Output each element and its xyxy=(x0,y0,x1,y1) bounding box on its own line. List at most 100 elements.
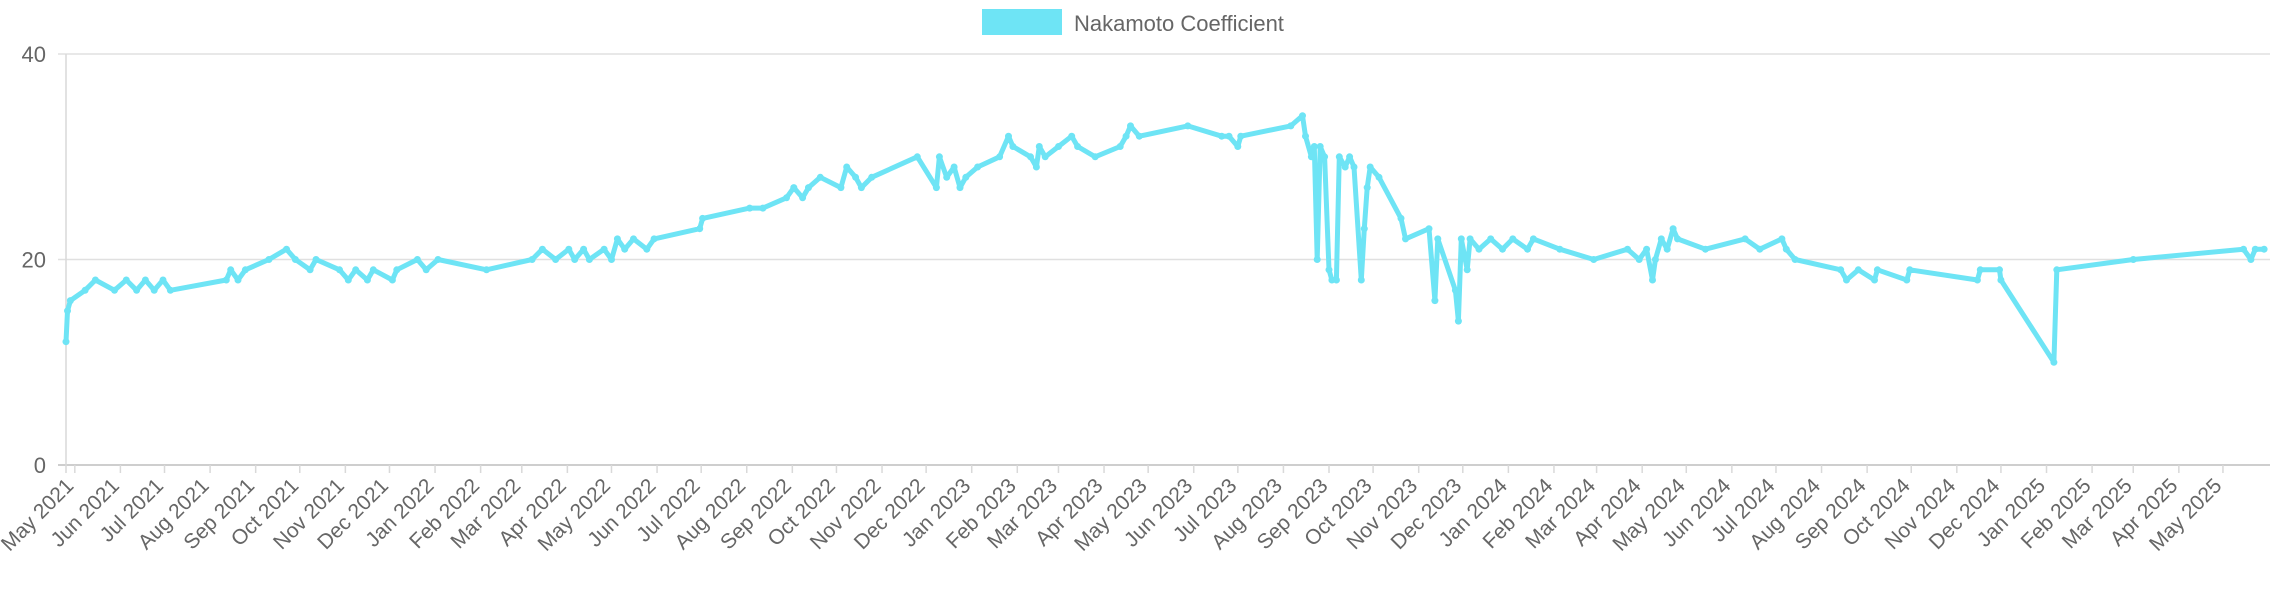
data-point[interactable] xyxy=(1466,235,1474,243)
data-point[interactable] xyxy=(643,245,651,253)
data-point[interactable] xyxy=(1434,235,1442,243)
data-point[interactable] xyxy=(699,214,707,222)
data-point[interactable] xyxy=(600,245,608,253)
data-point[interactable] xyxy=(935,153,943,161)
data-point[interactable] xyxy=(81,286,89,294)
data-point[interactable] xyxy=(1854,266,1862,274)
data-point[interactable] xyxy=(1027,153,1034,161)
data-point[interactable] xyxy=(816,173,824,181)
data-point[interactable] xyxy=(913,153,921,161)
data-point[interactable] xyxy=(1457,235,1465,243)
data-point[interactable] xyxy=(1873,266,1881,274)
data-point[interactable] xyxy=(1335,153,1343,161)
data-point[interactable] xyxy=(122,276,130,284)
data-point[interactable] xyxy=(1973,276,1981,284)
data-point[interactable] xyxy=(265,256,273,263)
data-point[interactable] xyxy=(1357,276,1365,284)
data-point[interactable] xyxy=(1778,235,1786,243)
data-point[interactable] xyxy=(166,286,174,294)
data-point[interactable] xyxy=(1346,153,1354,161)
data-point[interactable] xyxy=(1074,143,1082,150)
data-point[interactable] xyxy=(1663,245,1671,253)
data-point[interactable] xyxy=(227,266,235,274)
data-point[interactable] xyxy=(66,297,74,305)
data-point[interactable] xyxy=(790,184,798,192)
data-point[interactable] xyxy=(805,184,812,192)
data-point[interactable] xyxy=(1375,173,1383,181)
data-point[interactable] xyxy=(1218,132,1226,140)
data-point[interactable] xyxy=(1005,132,1012,140)
data-point[interactable] xyxy=(852,173,860,181)
data-point[interactable] xyxy=(1651,256,1659,263)
data-point[interactable] xyxy=(1127,122,1134,130)
data-point[interactable] xyxy=(141,276,149,284)
data-point[interactable] xyxy=(1997,276,2005,284)
data-point[interactable] xyxy=(974,163,982,171)
data-point[interactable] xyxy=(962,173,970,181)
data-point[interactable] xyxy=(1135,132,1143,140)
data-point[interactable] xyxy=(759,204,767,212)
data-point[interactable] xyxy=(363,276,371,284)
data-point[interactable] xyxy=(950,163,958,171)
data-point[interactable] xyxy=(1310,143,1318,150)
data-point[interactable] xyxy=(1499,245,1506,253)
data-point[interactable] xyxy=(1122,132,1130,140)
data-point[interactable] xyxy=(528,256,536,263)
data-point[interactable] xyxy=(241,266,249,274)
data-point[interactable] xyxy=(483,266,490,274)
data-point[interactable] xyxy=(1068,132,1076,140)
data-point[interactable] xyxy=(336,266,343,274)
data-point[interactable] xyxy=(1341,163,1349,171)
data-point[interactable] xyxy=(943,173,951,181)
data-point[interactable] xyxy=(62,338,70,346)
data-point[interactable] xyxy=(2053,266,2061,274)
data-point[interactable] xyxy=(1674,235,1681,243)
data-point[interactable] xyxy=(1332,276,1340,284)
data-point[interactable] xyxy=(434,256,442,263)
data-point[interactable] xyxy=(159,276,167,284)
data-point[interactable] xyxy=(312,256,320,263)
data-point[interactable] xyxy=(2260,245,2268,253)
data-point[interactable] xyxy=(1669,225,1677,233)
data-point[interactable] xyxy=(1475,245,1483,253)
data-point[interactable] xyxy=(857,184,865,192)
data-point[interactable] xyxy=(393,266,401,274)
data-point[interactable] xyxy=(150,286,158,294)
data-point[interactable] xyxy=(585,256,593,263)
data-point[interactable] xyxy=(1032,163,1040,171)
data-point[interactable] xyxy=(1635,256,1643,263)
data-point[interactable] xyxy=(1649,276,1656,284)
data-point[interactable] xyxy=(1366,163,1374,171)
data-point[interactable] xyxy=(234,276,242,284)
data-point[interactable] xyxy=(1302,132,1309,140)
data-point[interactable] xyxy=(621,245,629,253)
data-point[interactable] xyxy=(1009,143,1017,150)
data-point[interactable] xyxy=(1307,153,1315,161)
data-point[interactable] xyxy=(413,256,421,263)
data-point[interactable] xyxy=(222,276,230,284)
data-point[interactable] xyxy=(565,245,573,253)
data-point[interactable] xyxy=(1791,256,1799,263)
data-point[interactable] xyxy=(1091,153,1099,161)
data-point[interactable] xyxy=(1431,297,1439,305)
data-point[interactable] xyxy=(1996,266,2003,274)
data-point[interactable] xyxy=(422,266,430,274)
data-point[interactable] xyxy=(783,194,790,202)
data-point[interactable] xyxy=(538,245,546,253)
data-point[interactable] xyxy=(1871,276,1878,284)
data-point[interactable] xyxy=(1463,266,1471,274)
data-point[interactable] xyxy=(932,184,940,192)
data-point[interactable] xyxy=(1487,235,1495,243)
data-point[interactable] xyxy=(64,307,71,315)
data-point[interactable] xyxy=(352,266,360,274)
data-point[interactable] xyxy=(1363,184,1371,192)
data-point[interactable] xyxy=(1234,143,1242,150)
data-point[interactable] xyxy=(996,153,1004,161)
data-point[interactable] xyxy=(1509,235,1517,243)
data-point[interactable] xyxy=(608,256,615,263)
data-point[interactable] xyxy=(868,173,876,181)
data-point[interactable] xyxy=(2129,256,2137,263)
data-point[interactable] xyxy=(696,225,704,233)
data-point[interactable] xyxy=(1624,245,1631,253)
data-point[interactable] xyxy=(369,266,377,274)
